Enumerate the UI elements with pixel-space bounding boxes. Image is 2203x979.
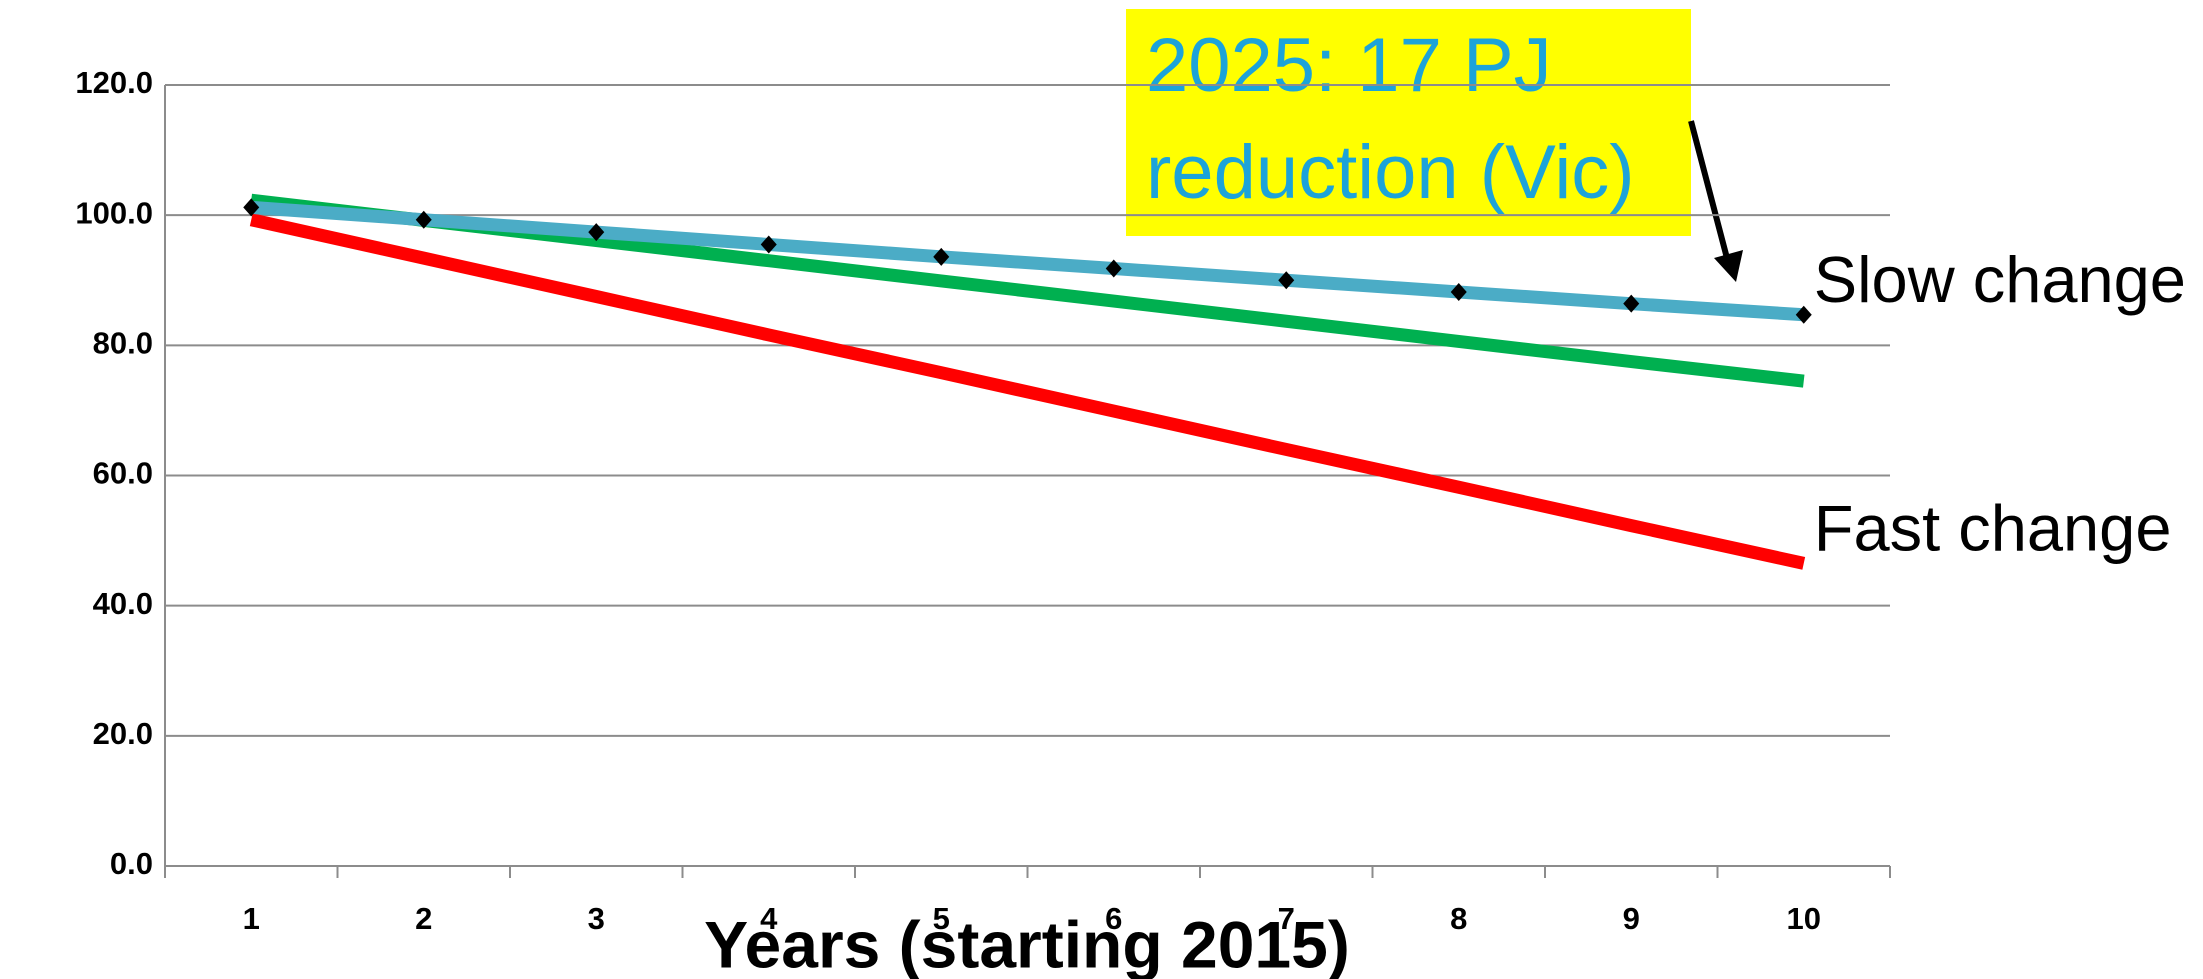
marker — [1623, 294, 1640, 313]
y-tick-label: 40.0 — [93, 586, 153, 621]
annotation-box — [1126, 9, 1691, 236]
series-label: Fast change — [1814, 492, 2172, 565]
x-tick-label: 3 — [588, 901, 605, 936]
marker — [243, 198, 260, 217]
x-tick-label: 5 — [933, 901, 950, 936]
marker — [415, 210, 432, 229]
marker — [588, 223, 605, 242]
marker — [760, 235, 777, 254]
series-line — [249, 213, 1806, 570]
y-tick-label: 0.0 — [110, 846, 153, 881]
y-tick-label: 80.0 — [93, 326, 153, 361]
marker — [1278, 271, 1295, 290]
y-tick-label: 100.0 — [75, 195, 153, 230]
marker — [933, 247, 950, 266]
x-tick-label: 8 — [1450, 901, 1467, 936]
x-tick-label: 9 — [1623, 901, 1640, 936]
annotation-text: 2025: 17 PJ — [1146, 23, 1552, 108]
x-tick-label: 6 — [1105, 901, 1122, 936]
marker — [1105, 259, 1122, 278]
y-tick-label: 120.0 — [75, 65, 153, 100]
marker — [1450, 282, 1467, 301]
series-label: Slow change — [1814, 243, 2186, 316]
x-tick-label: 7 — [1278, 901, 1295, 936]
y-tick-label: 60.0 — [93, 456, 153, 491]
x-tick-label: 2 — [415, 901, 432, 936]
x-tick-label: 10 — [1787, 901, 1821, 936]
series-line — [250, 200, 1805, 322]
y-tick-label: 20.0 — [93, 716, 153, 751]
annotation-text: reduction (Vic) — [1146, 130, 1635, 215]
arrow-head — [1714, 250, 1743, 282]
x-axis-label: Years (starting 2015) — [704, 907, 1350, 979]
x-tick-label: 1 — [243, 901, 260, 936]
arrow — [1688, 120, 1731, 263]
x-tick-label: 4 — [760, 901, 778, 936]
marker — [1795, 305, 1812, 324]
